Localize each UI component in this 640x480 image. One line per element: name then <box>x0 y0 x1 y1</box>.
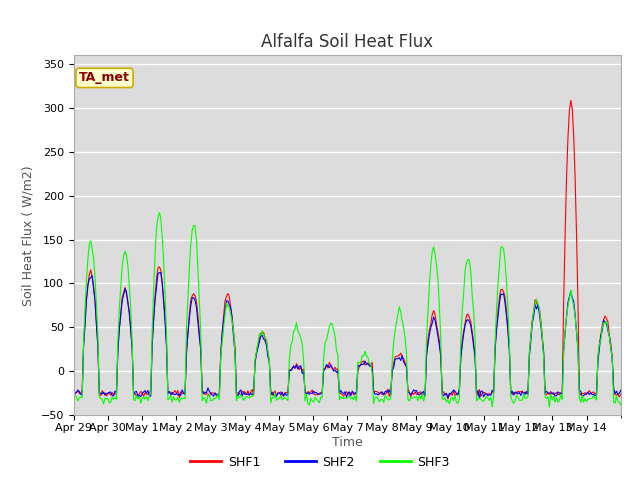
SHF1 <box>461 321 469 326</box>
SHF3 <box>545 404 553 410</box>
SHF2 <box>617 387 625 393</box>
SHF2 <box>544 390 552 396</box>
SHF3 <box>156 210 163 216</box>
SHF3 <box>461 268 469 274</box>
Line: SHF1: SHF1 <box>74 100 621 399</box>
SHF3 <box>543 396 550 401</box>
Title: Alfalfa Soil Heat Flux: Alfalfa Soil Heat Flux <box>261 33 433 51</box>
SHF1 <box>617 391 625 397</box>
SHF2 <box>353 389 360 395</box>
SHF3 <box>353 398 360 404</box>
Y-axis label: Soil Heat Flux ( W/m2): Soil Heat Flux ( W/m2) <box>22 165 35 305</box>
SHF2 <box>88 273 96 278</box>
SHF1 <box>106 390 113 396</box>
SHF2 <box>70 392 77 397</box>
SHF1 <box>444 396 452 402</box>
SHF2 <box>157 270 164 276</box>
SHF3 <box>616 399 623 405</box>
Legend: SHF1, SHF2, SHF3: SHF1, SHF2, SHF3 <box>185 451 455 474</box>
SHF1 <box>351 390 359 396</box>
Text: TA_met: TA_met <box>79 72 130 84</box>
SHF2 <box>106 389 113 395</box>
X-axis label: Time: Time <box>332 436 363 449</box>
SHF3 <box>106 400 113 406</box>
SHF1 <box>70 389 77 395</box>
Line: SHF2: SHF2 <box>74 273 621 398</box>
SHF3 <box>88 246 96 252</box>
SHF2 <box>463 318 470 324</box>
SHF3 <box>70 398 77 404</box>
SHF2 <box>616 390 623 396</box>
SHF1 <box>616 394 623 400</box>
Line: SHF3: SHF3 <box>74 213 621 407</box>
SHF2 <box>444 395 452 401</box>
SHF1 <box>543 392 550 398</box>
SHF3 <box>617 402 625 408</box>
SHF1 <box>88 274 96 280</box>
SHF1 <box>567 97 575 103</box>
